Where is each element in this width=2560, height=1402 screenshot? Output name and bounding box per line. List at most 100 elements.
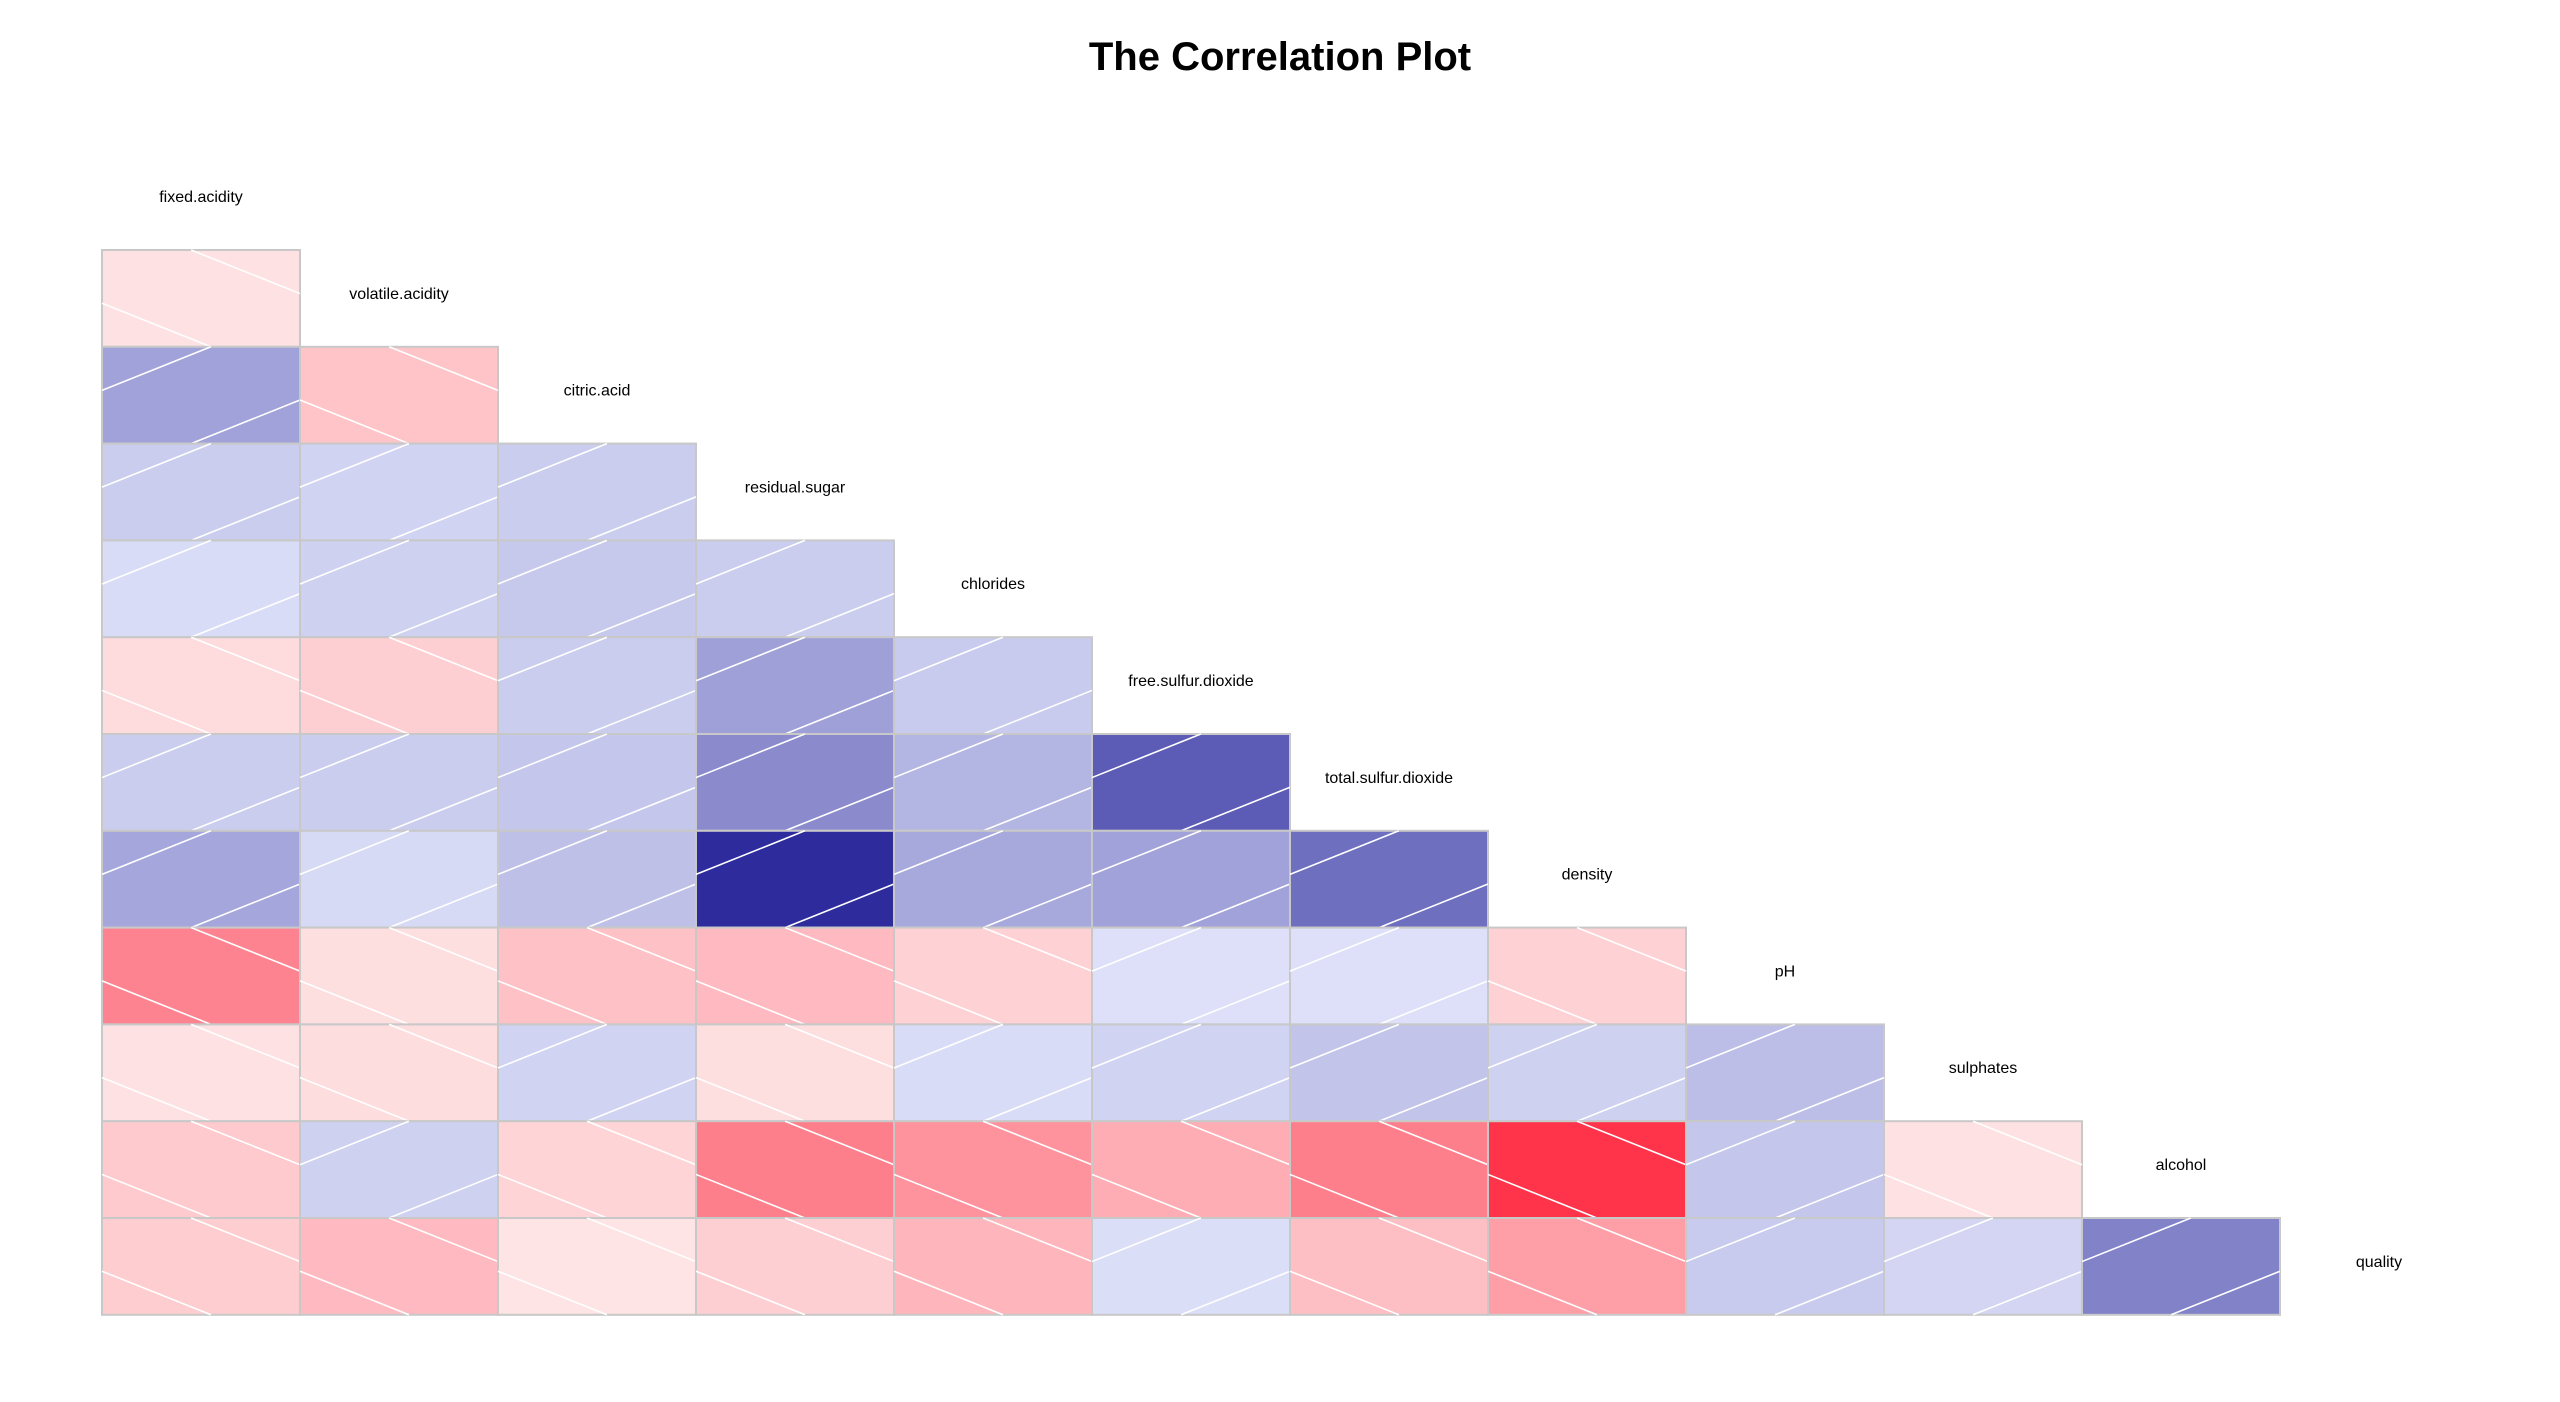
cell-alcohol-density [1487,1120,1687,1219]
cell-stripe [190,1217,301,1263]
cell-pH-total-sulfur-dioxide [1289,926,1489,1026]
cell-stripe [1972,1120,2083,1166]
cell-stripe [586,786,697,832]
variable-label-alcohol: alcohol [2156,1157,2207,1174]
cell-stripe [1774,1173,1885,1219]
cell-stripe [1576,926,1687,972]
cell-stripe [586,592,697,638]
variable-label-residual-sugar: residual.sugar [745,479,846,496]
cell-residual-sugar-fixed-acidity [101,442,301,542]
cell-stripe [388,883,499,929]
cell-stripe [1091,1217,1202,1263]
variable-label-sulphates: sulphates [1949,1060,2018,1077]
cell-stripe [101,1076,212,1122]
cell-pH-citric-acid [497,926,697,1026]
cell-stripe [299,733,410,779]
cell-stripe [1685,1023,1796,1069]
cell-stripe [299,689,410,735]
cell-stripe [388,1217,499,1263]
cell-total-sulfur-dioxide-residual-sugar [695,733,895,832]
variable-label-chlorides: chlorides [961,576,1025,593]
cell-stripe [893,980,1004,1026]
cell-stripe [893,1270,1004,1316]
cell-stripe [1685,1120,1796,1166]
cell-chlorides-residual-sugar [695,539,895,639]
cell-density-chlorides [893,829,1093,929]
cell-sulphates-residual-sugar [695,1023,895,1123]
cell-free-sulfur-dioxide-fixed-acidity [101,636,301,736]
cell-stripe [1289,1023,1400,1069]
cell-stripe [1774,1076,1885,1122]
cell-free-sulfur-dioxide-chlorides [893,636,1093,736]
cell-stripe [2081,1217,2192,1263]
cell-sulphates-free-sulfur-dioxide [1091,1023,1291,1123]
cell-stripe [497,1173,608,1219]
cell-stripe [586,1217,697,1263]
variable-label-quality: quality [2356,1254,2402,1271]
cell-total-sulfur-dioxide-free-sulfur-dioxide [1091,733,1291,832]
cell-sulphates-chlorides [893,1023,1093,1123]
cell-density-volatile-acidity [299,829,499,929]
cell-stripe [1378,883,1489,929]
variable-label-density: density [1562,867,1613,884]
cell-stripe [1180,1120,1291,1166]
cell-stripe [784,883,895,929]
cell-quality-fixed-acidity [101,1217,301,1316]
cell-stripe [190,883,301,929]
cell-alcohol-chlorides [893,1120,1093,1219]
cell-stripe [893,636,1004,682]
cell-stripe [497,733,608,779]
cell-stripe [2170,1270,2281,1316]
cell-stripe [190,926,301,972]
cell-stripe [1487,980,1598,1026]
cell-stripe [101,1173,212,1219]
cell-citric-acid-volatile-acidity [299,345,499,445]
cell-quality-residual-sugar [695,1217,895,1316]
cell-stripe [299,980,410,1026]
cell-stripe [1180,883,1291,929]
cell-alcohol-volatile-acidity [299,1120,499,1219]
cell-stripe [784,1217,895,1263]
cell-stripe [1378,1217,1489,1263]
cell-alcohol-total-sulfur-dioxide [1289,1120,1489,1219]
cell-stripe [695,980,806,1026]
cell-stripe [784,1023,895,1069]
cell-stripe [1378,980,1489,1026]
cell-stripe [190,786,301,832]
cell-sulphates-density [1487,1023,1687,1123]
cell-stripe [982,1076,1093,1122]
cell-stripe [190,399,301,445]
cell-stripe [1091,926,1202,972]
cell-stripe [101,689,212,735]
cell-pH-chlorides [893,926,1093,1026]
cell-stripe [497,442,608,488]
cell-stripe [1289,830,1400,876]
cell-stripe [1487,1173,1598,1219]
cell-stripe [497,539,608,585]
cell-stripe [497,1023,608,1069]
cell-quality-free-sulfur-dioxide [1091,1217,1291,1316]
cell-density-total-sulfur-dioxide [1289,829,1489,929]
cell-stripe [784,1120,895,1166]
cell-sulphates-total-sulfur-dioxide [1289,1023,1489,1123]
cell-stripe [893,830,1004,876]
cell-stripe [190,1023,301,1069]
cell-stripe [982,689,1093,735]
cell-volatile-acidity-fixed-acidity [101,249,301,348]
cell-stripe [190,636,301,682]
cell-stripe [388,1173,499,1219]
cell-total-sulfur-dioxide-citric-acid [497,733,697,832]
cell-stripe [1378,1120,1489,1166]
cell-stripe [1972,1270,2083,1316]
cell-free-sulfur-dioxide-residual-sugar [695,636,895,736]
cell-citric-acid-fixed-acidity [101,345,301,445]
cell-stripe [101,830,212,876]
cell-alcohol-pH [1685,1120,1885,1219]
cell-stripe [388,592,499,638]
cell-stripe [101,733,212,779]
cell-pH-free-sulfur-dioxide [1091,926,1291,1026]
cell-stripe [695,733,806,779]
cell-alcohol-residual-sugar [695,1120,895,1219]
cell-stripe [497,636,608,682]
cell-chlorides-fixed-acidity [101,539,301,639]
